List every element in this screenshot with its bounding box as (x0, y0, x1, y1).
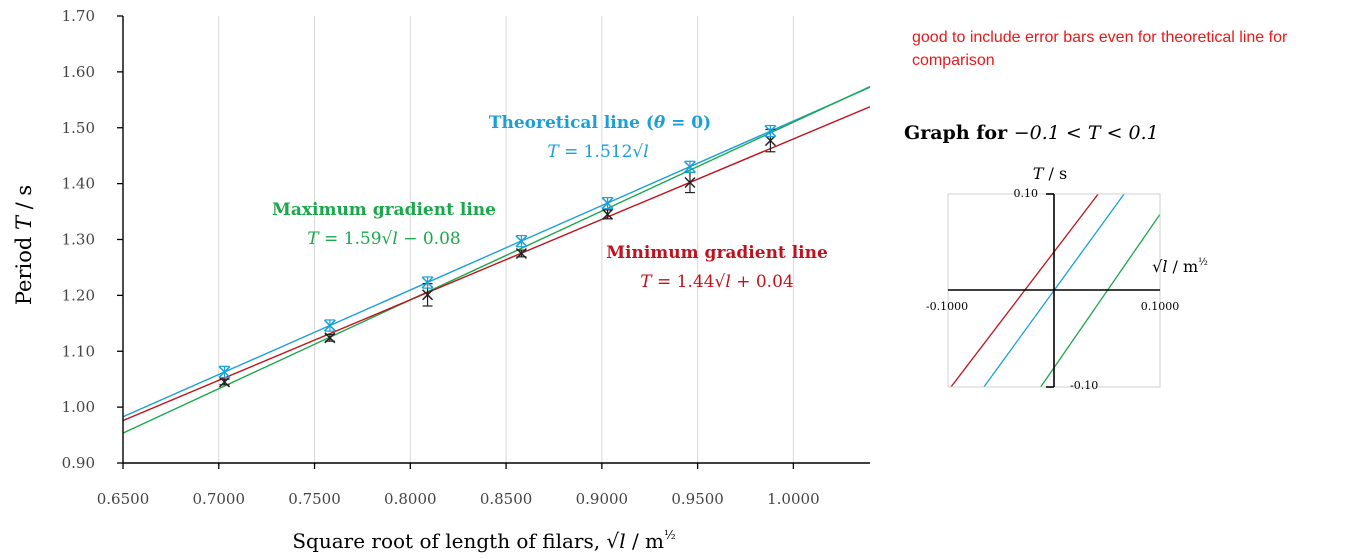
measured-point (602, 208, 614, 220)
inset-title-math: −0.1 < T < 0.1 (1013, 122, 1159, 144)
data-points (218, 124, 777, 388)
svg-text:T = 1.44√l + 0.04: T = 1.44√l + 0.04 (640, 272, 793, 292)
fit-lines (122, 85, 871, 434)
measured-point (684, 176, 696, 189)
measured-point (218, 376, 231, 388)
y-axis-label: Period T / s (12, 185, 36, 305)
theoretical-point (323, 319, 336, 332)
svg-text:T = 1.59√l − 0.08: T = 1.59√l − 0.08 (307, 229, 460, 249)
fit-line (122, 106, 871, 422)
tick-labels: 0.6500 0.7000 0.7500 0.8000 0.8500 0.9000 0.95… (62, 7, 820, 508)
y-tick-label: 1.20 (62, 286, 95, 304)
theoretical-point (683, 160, 696, 173)
x-tick-label: 0.8500 (480, 490, 533, 508)
theoretical-point (601, 197, 614, 210)
x-tick-label: 0.9000 (576, 490, 629, 508)
inset-title-bold: Graph for (904, 122, 1014, 144)
fit-line (122, 86, 871, 418)
measured-point (422, 289, 434, 301)
inset-x-tick-right-label: 0.1000 (1141, 300, 1180, 313)
main-chart: 0.6500 0.7000 0.7500 0.8000 0.8500 0.9000 0.95… (12, 7, 871, 553)
theoretical-point (764, 125, 777, 138)
x-tick-label: 1.0000 (767, 490, 820, 508)
minimum-gradient-label: Minimum gradient line T = 1.44√l + 0.04 (606, 243, 828, 292)
inset-title: Graph for −0.1 < T < 0.1 (904, 122, 1159, 144)
x-tick-label: 0.6500 (97, 490, 150, 508)
x-axis-label: Square root of length of filars, √l / m½ (292, 528, 675, 553)
y-tick-label: 1.60 (62, 63, 95, 81)
svg-text:Minimum gradient line: Minimum gradient line (606, 243, 828, 263)
maximum-gradient-label: Maximum gradient line T = 1.59√l − 0.08 (272, 200, 496, 249)
y-tick-label: 1.50 (62, 119, 95, 137)
measured-point (515, 247, 527, 259)
inset-fit-line (1040, 213, 1161, 388)
measured-point (324, 332, 336, 344)
x-tick-label: 0.9500 (671, 490, 724, 508)
y-tick-label: 1.40 (62, 175, 95, 193)
y-tick-label: 0.90 (62, 454, 95, 472)
inset-axes (947, 193, 1161, 388)
x-tick-label: 0.7500 (288, 490, 341, 508)
svg-text:Maximum gradient line: Maximum gradient line (272, 200, 496, 220)
inset-x-tick-left-label: -0.1000 (926, 300, 968, 313)
y-tick-label: 1.70 (62, 7, 95, 25)
main-grid (218, 16, 794, 463)
annotation-note: good to include error bars even for theo… (912, 29, 1288, 69)
fit-line (122, 85, 871, 434)
y-tick-label: 1.30 (62, 231, 95, 249)
y-tick-label: 1.10 (62, 342, 95, 360)
main-axes (117, 15, 870, 469)
inset-x-label: √l / m½ (1152, 257, 1208, 276)
inset-y-label: T / s (1033, 164, 1067, 183)
theoretical-point (515, 235, 528, 248)
inset-y-tick-top-label: 0.10 (1014, 187, 1039, 200)
theoretical-line-label: Theoretical line (θ = 0) T = 1.512√l (489, 113, 711, 162)
theoretical-point (218, 365, 231, 378)
y-tick-label: 1.00 (62, 398, 95, 416)
x-tick-label: 0.8000 (384, 490, 437, 508)
inset-y-tick-bottom-label: -0.10 (1070, 379, 1098, 392)
x-tick-label: 0.7000 (193, 490, 246, 508)
svg-text:Theoretical line (θ = 0): Theoretical line (θ = 0) (489, 113, 711, 133)
svg-text:T = 1.512√l: T = 1.512√l (547, 142, 648, 162)
theoretical-point (421, 276, 434, 289)
